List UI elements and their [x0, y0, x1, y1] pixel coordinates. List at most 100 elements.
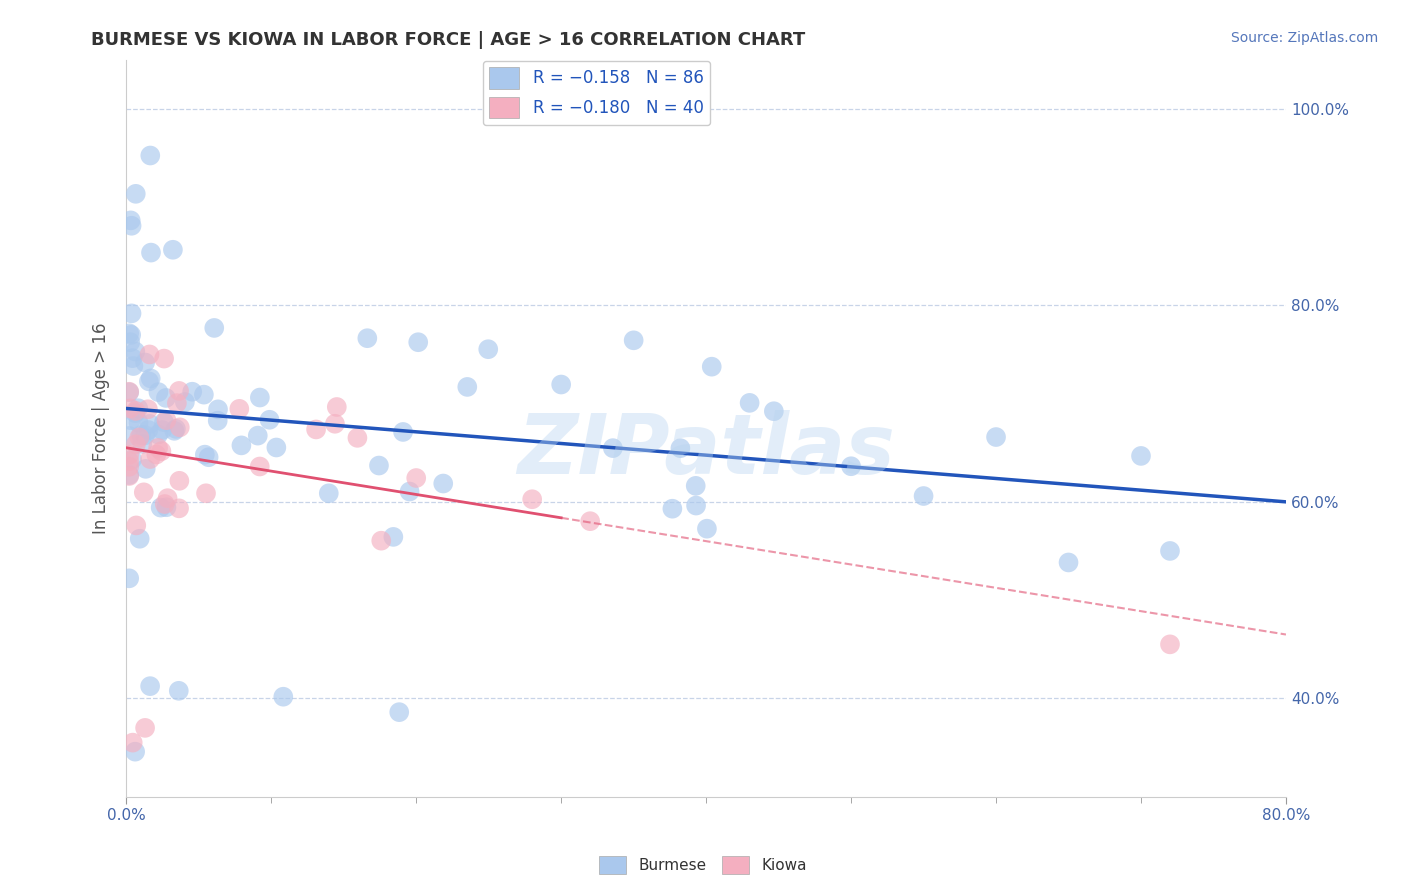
Point [139, 371, 162, 385]
Text: BURMESE VS KIOWA IN LABOR FORCE | AGE > 16 CORRELATION CHART: BURMESE VS KIOWA IN LABOR FORCE | AGE > … [91, 31, 806, 49]
Point [155, 391, 177, 405]
Point [120, 413, 142, 427]
Point [231, 438, 253, 452]
Point [148, 427, 170, 442]
Point [392, 425, 415, 439]
Point [121, 306, 143, 320]
Point [550, 377, 572, 392]
Point [145, 448, 167, 462]
Point [685, 479, 707, 493]
Point [197, 450, 219, 465]
Point [700, 359, 723, 374]
Point [522, 492, 544, 507]
Point [122, 359, 145, 373]
Point [356, 331, 378, 345]
Legend: Burmese, Kiowa: Burmese, Kiowa [593, 850, 813, 880]
Point [912, 489, 935, 503]
Point [388, 705, 411, 719]
Point [193, 387, 215, 401]
Point [167, 501, 190, 516]
Point [266, 441, 288, 455]
Point [139, 452, 162, 467]
Point [271, 690, 294, 704]
Point [246, 428, 269, 442]
Point [138, 347, 160, 361]
Point [323, 417, 346, 431]
Y-axis label: In Labor Force | Age > 16: In Labor Force | Age > 16 [93, 322, 110, 534]
Point [128, 416, 150, 430]
Point [118, 384, 141, 399]
Point [153, 497, 176, 511]
Point [169, 474, 191, 488]
Point [118, 385, 141, 400]
Point [762, 404, 785, 418]
Point [132, 485, 155, 500]
Point [138, 375, 160, 389]
Point [149, 500, 172, 515]
Point [120, 335, 142, 350]
Point [602, 441, 624, 455]
Point [326, 400, 349, 414]
Point [163, 424, 186, 438]
Point [150, 423, 173, 437]
Point [259, 413, 281, 427]
Point [118, 459, 141, 474]
Point [195, 486, 218, 500]
Point [125, 437, 148, 451]
Point [174, 395, 197, 409]
Point [669, 441, 692, 455]
Point [156, 491, 179, 505]
Point [1159, 637, 1181, 651]
Point [134, 428, 156, 442]
Point [477, 342, 499, 356]
Point [167, 683, 190, 698]
Point [661, 501, 683, 516]
Point [368, 458, 391, 473]
Point [370, 533, 392, 548]
Point [207, 414, 229, 428]
Point [169, 420, 191, 434]
Text: ZIPatlas: ZIPatlas [517, 409, 896, 491]
Point [346, 431, 368, 445]
Point [155, 413, 177, 427]
Point [136, 402, 159, 417]
Point [121, 351, 143, 366]
Point [318, 486, 340, 500]
Point [120, 213, 142, 227]
Point [1057, 556, 1080, 570]
Point [150, 444, 173, 458]
Point [118, 454, 141, 468]
Point [432, 476, 454, 491]
Point [120, 327, 142, 342]
Text: Source: ZipAtlas.com: Source: ZipAtlas.com [1230, 31, 1378, 45]
Point [129, 428, 152, 442]
Point [1130, 449, 1153, 463]
Point [696, 522, 718, 536]
Point [121, 219, 143, 233]
Point [118, 468, 141, 483]
Point [165, 422, 187, 436]
Point [138, 417, 160, 431]
Point [124, 344, 146, 359]
Point [131, 437, 153, 451]
Point [456, 380, 478, 394]
Point [305, 422, 328, 436]
Point [579, 514, 602, 528]
Point [166, 396, 188, 410]
Point [118, 571, 141, 585]
Point [139, 679, 162, 693]
Point [146, 441, 169, 455]
Point [139, 148, 162, 162]
Point [127, 401, 149, 416]
Point [124, 406, 146, 420]
Point [138, 423, 160, 437]
Point [181, 384, 204, 399]
Point [128, 532, 150, 546]
Point [249, 391, 271, 405]
Point [128, 430, 150, 444]
Legend: R = −0.158   N = 86, R = −0.180   N = 40: R = −0.158 N = 86, R = −0.180 N = 40 [482, 61, 710, 125]
Point [839, 459, 862, 474]
Point [202, 321, 225, 335]
Point [118, 429, 141, 443]
Point [153, 415, 176, 429]
